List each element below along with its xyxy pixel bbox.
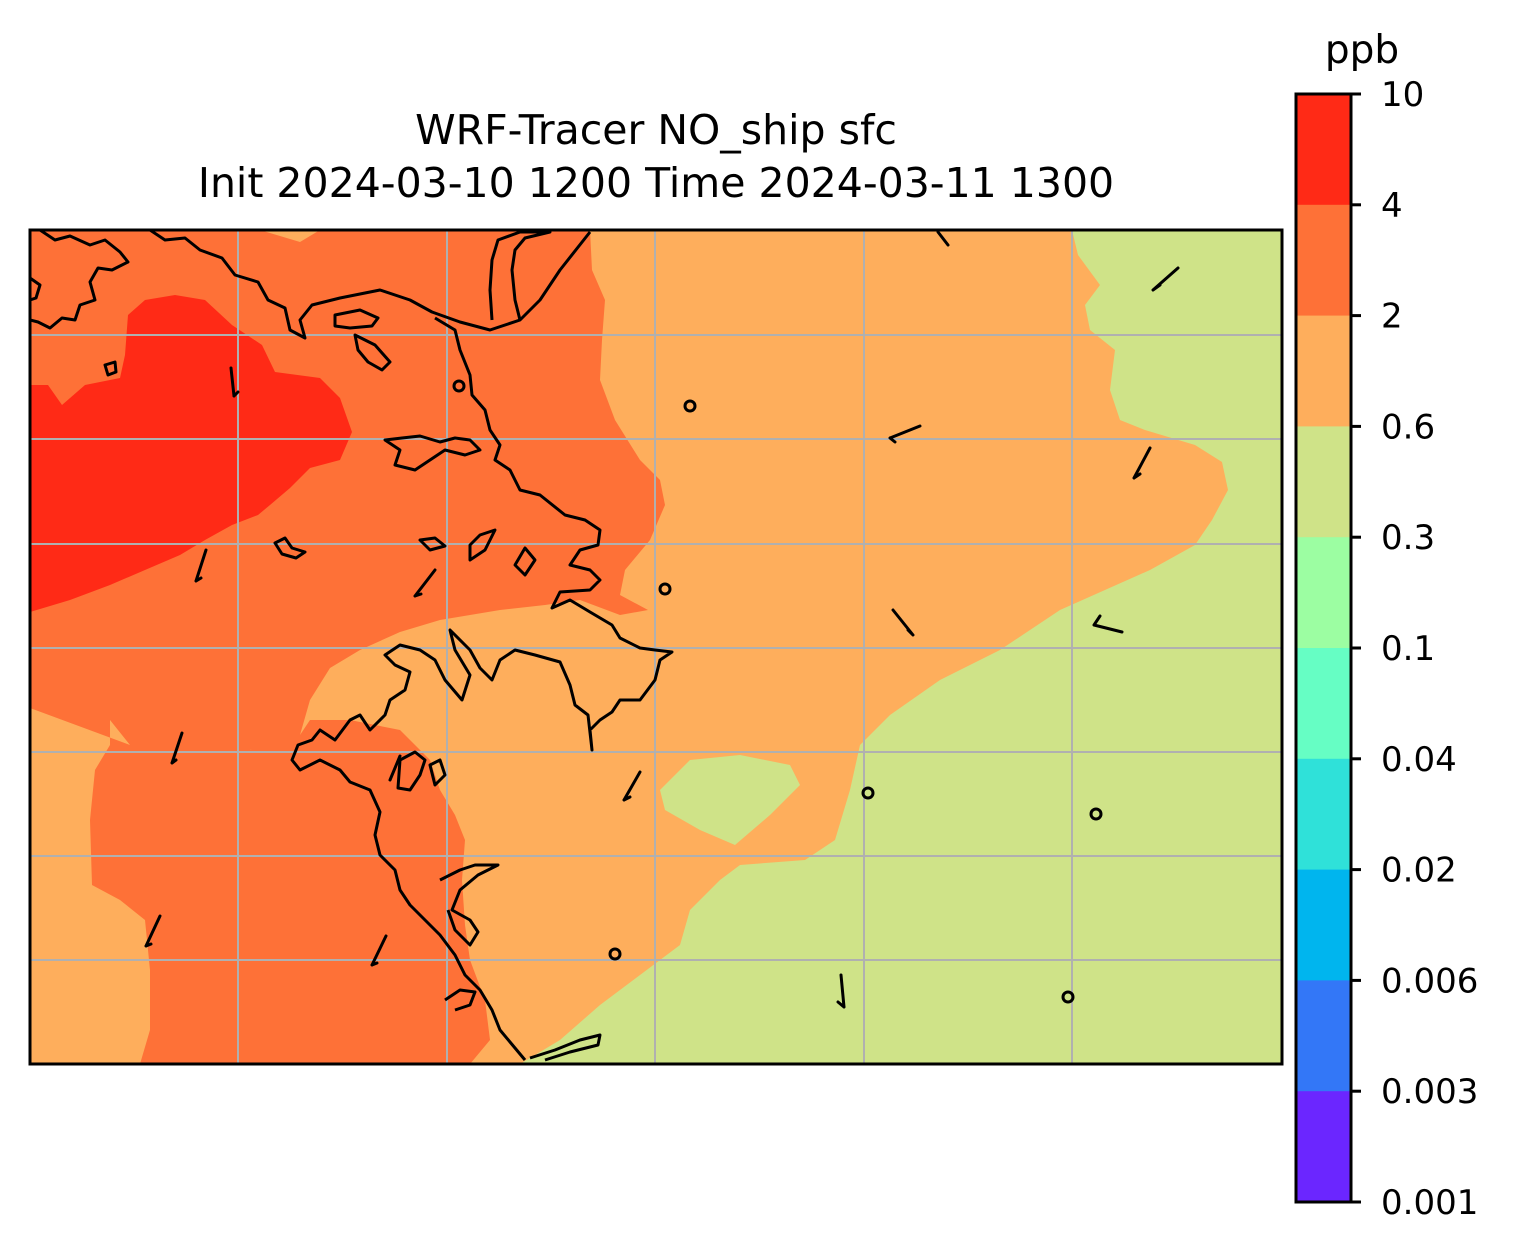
map-gridlines [30,230,1282,1064]
coastline-estuary [290,316,674,1061]
coastline-peninsula-4 [513,546,537,577]
calm-wind-marker [861,786,875,800]
coastline-north-main [149,230,592,340]
wind-barb [170,731,184,765]
map-frame [28,228,1284,1066]
coastline-inlet [488,230,552,321]
coastline-northwest [30,230,130,330]
coastline-sw-islands-2 [428,758,447,787]
coastline-peninsula-2 [418,536,447,552]
wind-barb [194,548,208,583]
colorbar-tick-label: 0.3 [1381,518,1435,558]
wind-barb [836,973,846,1009]
colorbar-tick-label: 10 [1381,75,1424,115]
field-level-4-10 [30,295,352,612]
wind-barb [936,230,950,247]
coastline-island-2 [353,333,392,372]
wind-barb [370,934,388,967]
coastlines [30,230,674,1062]
colorbar-segment [1296,315,1351,427]
calm-wind-marker [1061,990,1075,1004]
wind-barb [1151,266,1180,292]
colorbar-tick-label: 0.003 [1381,1072,1478,1112]
colorbar-segment [1296,648,1351,760]
wind-barb [229,366,240,398]
colorbar-unit-label: ppb [1324,28,1400,73]
colorbar-tick-label: 0.6 [1381,407,1435,447]
wind-barb [622,770,642,802]
calm-wind-marker [608,947,622,961]
map-title: WRF-Tracer NO_ship sfc Init 2024-03-10 1… [30,104,1282,210]
colorbar: 10 4 2 0.6 0.3 0.1 0.04 0.02 0.006 0.003 0.001 [1294,75,1478,1223]
colorbar-tick-label: 0.02 [1381,851,1457,891]
wind-barb [144,914,162,948]
wind-barb [388,754,402,782]
calm-wind-marker [1089,807,1103,821]
coastline-northwest-2 [30,276,42,302]
colorbar-tick-label: 0.04 [1381,740,1457,780]
coastline-sw-islands [396,750,427,792]
coastline-island-3 [273,536,307,560]
calm-wind-marker [683,399,697,413]
calm-wind-marker [658,582,672,596]
map-title-line-1: WRF-Tracer NO_ship sfc [415,106,897,154]
wind-barb [891,608,915,637]
calm-wind-marker [452,379,466,393]
colorbar-segment [1296,1091,1351,1203]
coastline-southwest-inlet-2 [444,988,477,1012]
colorbar-tick-label: 0.1 [1381,629,1435,669]
colorbar-tick-label: 2 [1381,297,1403,337]
coastline-peninsula-3 [468,528,497,562]
wind-barbs [144,230,1180,1009]
colorbar-tick-label: 4 [1381,186,1403,226]
colorbar-segment [1296,426,1351,538]
wind-barb [1092,614,1124,634]
colorbar-segment [1296,537,1351,649]
coastline-southern-tip [529,1033,602,1062]
coastline-peninsula-1 [383,434,482,472]
coastline-islet [103,360,118,377]
colorbar-segment [1296,94,1351,206]
colorbar-tick-label: 0.006 [1381,961,1478,1001]
wind-barb [888,424,922,444]
wind-barb [1132,446,1152,480]
field-level-0.3-0.6-patch [660,755,800,845]
colorbar-segment [1296,869,1351,981]
colorbar-tick-label: 0.001 [1381,1183,1478,1223]
colorbar-segment [1296,758,1351,871]
map-title-line-2: Init 2024-03-10 1200 Time 2024-03-11 130… [197,159,1115,207]
colorbar-segment [1296,980,1351,1092]
coastline-island-1 [333,308,380,330]
wind-barb [413,568,437,598]
colorbar-segment [1296,204,1351,317]
coastline-southwest-inlet [439,863,500,947]
